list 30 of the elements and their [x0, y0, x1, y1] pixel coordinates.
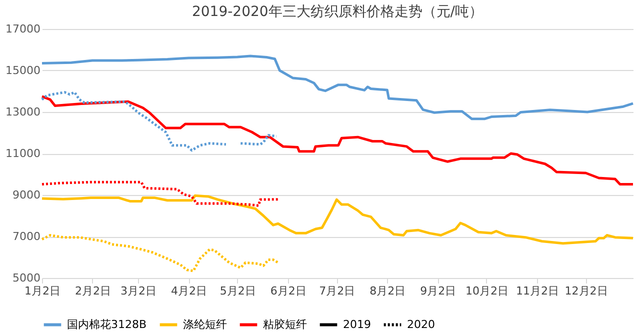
- x-tick-label: 2月2日: [74, 284, 111, 298]
- x-tick-label: 10月2日: [465, 284, 508, 298]
- y-tick-label: 13000: [6, 106, 40, 118]
- x-tick-label: 3月2日: [120, 284, 157, 298]
- chart-title: 2019-2020年三大纺织原料价格走势（元/吨）: [192, 4, 484, 20]
- x-tick-label: 4月2日: [171, 284, 208, 298]
- legend-label: 粘胶短纤: [263, 318, 307, 331]
- x-tick-label: 8月2日: [370, 284, 406, 298]
- legend-label: 涤纶短纤: [183, 318, 227, 331]
- x-tick-label: 11月2日: [516, 284, 559, 298]
- x-tick-label: 7月2日: [319, 284, 356, 298]
- x-tick-label: 6月2日: [270, 284, 306, 298]
- line-series: [40, 54, 634, 120]
- y-tick-label: 9000: [12, 188, 40, 202]
- y-tick-label: 17000: [6, 22, 40, 36]
- line-series: [40, 95, 634, 186]
- y-tick-label: 7000: [12, 230, 40, 243]
- line-series: [40, 180, 280, 207]
- legend-label: 2019: [343, 318, 371, 331]
- legend-label: 国内棉花3128B: [67, 318, 147, 331]
- x-tick-label: 9月2日: [420, 284, 456, 298]
- y-tick-label: 11000: [6, 147, 40, 160]
- y-tick-label: 15000: [6, 64, 40, 77]
- x-tick-label: 1月2日: [24, 284, 60, 298]
- legend-label: 2020: [407, 318, 435, 331]
- line-series: [40, 234, 280, 272]
- x-tick-label: 12月2日: [564, 284, 608, 298]
- line-series: [40, 194, 634, 245]
- y-tick-label: 5000: [12, 272, 40, 284]
- x-tick-label: 5月2日: [220, 284, 256, 298]
